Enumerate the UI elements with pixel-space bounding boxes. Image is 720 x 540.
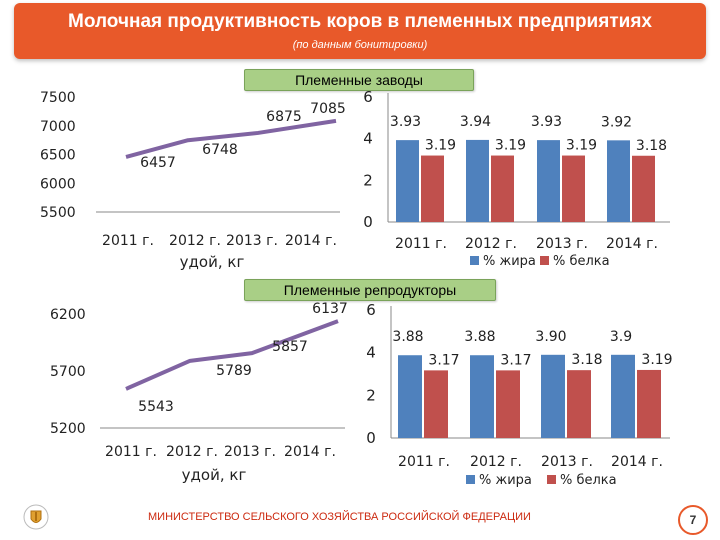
page-title: Молочная продуктивность коров в племенны… [68,11,652,32]
y-tick-label: 6000 [40,176,76,192]
protein-bar [567,370,591,438]
fat-bar-legend-swatch [470,256,479,265]
bar-data-label: 3.19 [425,138,456,154]
group-label-zavody: Племенные заводы [244,69,474,91]
bar-data-label: 3.90 [535,329,566,345]
x-tick-label: 2012 г. [470,454,522,470]
y-tick-label: 2 [366,386,376,404]
data-label: 5789 [216,363,252,379]
fat-bar-legend-label: % жира [479,473,532,488]
data-label: 6137 [312,301,348,317]
bar-data-label: 3.94 [460,114,491,130]
page-number-badge: 7 [678,505,708,535]
x-tick-label: 2012 г. [465,236,517,252]
x-tick-label: 2014 г. [606,236,658,252]
fat-bar-legend-swatch [466,475,475,484]
fat-bar [541,354,565,438]
x-tick-label: 2011 г. [398,454,450,470]
group-label-reproduktory: Племенные репродукторы [244,279,496,301]
x-tick-label: 2011 г. [102,233,154,249]
fat-bar [466,139,489,222]
bar-data-label: 3.93 [531,114,562,130]
y-tick-label: 2 [363,171,373,189]
x-tick-label: 2013 г. [224,444,276,460]
ministry-emblem-icon [22,502,50,532]
fat-bar [611,354,635,438]
y-tick-label: 6 [363,88,373,106]
bar-data-label: 3.17 [500,352,531,368]
y-tick-label: 6200 [50,307,86,323]
protein-bar-legend-swatch [540,256,549,265]
protein-bar-legend-label: % белка [553,254,610,269]
fat-bar [398,355,422,438]
y-tick-label: 5200 [50,421,86,437]
x-tick-label: 2014 г. [284,444,336,460]
data-label: 5857 [272,339,308,355]
x-axis-title: удой, кг [182,466,247,484]
y-tick-label: 4 [363,130,373,148]
x-tick-label: 2012 г. [166,444,218,460]
protein-bar-legend-swatch [547,475,556,484]
fat-bar [607,140,630,222]
x-tick-label: 2011 г. [395,236,447,252]
x-tick-label: 2013 г. [536,236,588,252]
x-tick-label: 2013 г. [226,233,278,249]
bar-data-label: 3.17 [428,352,459,368]
y-tick-label: 5500 [40,205,76,221]
protein-bar [637,369,661,438]
bar-data-label: 3.19 [641,352,672,368]
protein-bar-legend-label: % белка [560,473,617,488]
bar-data-label: 3.19 [495,138,526,154]
x-tick-label: 2013 г. [541,454,593,470]
bar-data-label: 3.18 [571,352,602,368]
fat-bar [537,140,560,222]
protein-bar [562,155,585,222]
y-tick-label: 6500 [40,148,76,164]
x-tick-label: 2014 г. [285,233,337,249]
bar-data-label: 3.88 [392,329,423,345]
y-tick-label: 0 [366,429,376,447]
y-tick-label: 7500 [40,90,76,106]
fat-bar [470,355,494,438]
y-tick-label: 6 [366,301,376,319]
data-label: 6457 [140,155,176,171]
bar-data-label: 3.9 [610,329,632,345]
y-tick-label: 5700 [50,364,86,380]
data-label: 5543 [138,399,174,415]
fat-bar [396,140,419,222]
page-subtitle: (по данным бонитировки) [292,39,428,51]
milk-yield-line [125,118,337,159]
data-label: 6875 [266,109,302,125]
bar-data-label: 3.18 [636,138,667,154]
fat-bar-legend-label: % жира [483,254,536,269]
x-axis-title: удой, кг [180,253,245,271]
bar-data-label: 3.19 [566,138,597,154]
data-label: 7085 [310,101,346,117]
data-label: 6748 [202,142,238,158]
title-banner: Молочная продуктивность коров в племенны… [14,3,706,59]
footer-ministry-name: МИНИСТЕРСТВО СЕЛЬСКОГО ХОЗЯЙСТВА РОССИЙС… [148,511,531,523]
protein-bar [496,370,520,438]
bar-data-label: 3.88 [464,329,495,345]
bar-data-label: 3.92 [601,114,632,130]
y-tick-label: 7000 [40,119,76,135]
milk-yield-line [125,319,339,391]
x-tick-label: 2012 г. [169,233,221,249]
protein-bar [491,155,514,222]
protein-bar [424,370,448,438]
x-tick-label: 2014 г. [611,454,663,470]
protein-bar [632,155,655,222]
y-tick-label: 4 [366,344,376,362]
y-tick-label: 0 [363,213,373,231]
protein-bar [421,155,444,222]
bar-data-label: 3.93 [390,114,421,130]
x-tick-label: 2011 г. [105,444,157,460]
